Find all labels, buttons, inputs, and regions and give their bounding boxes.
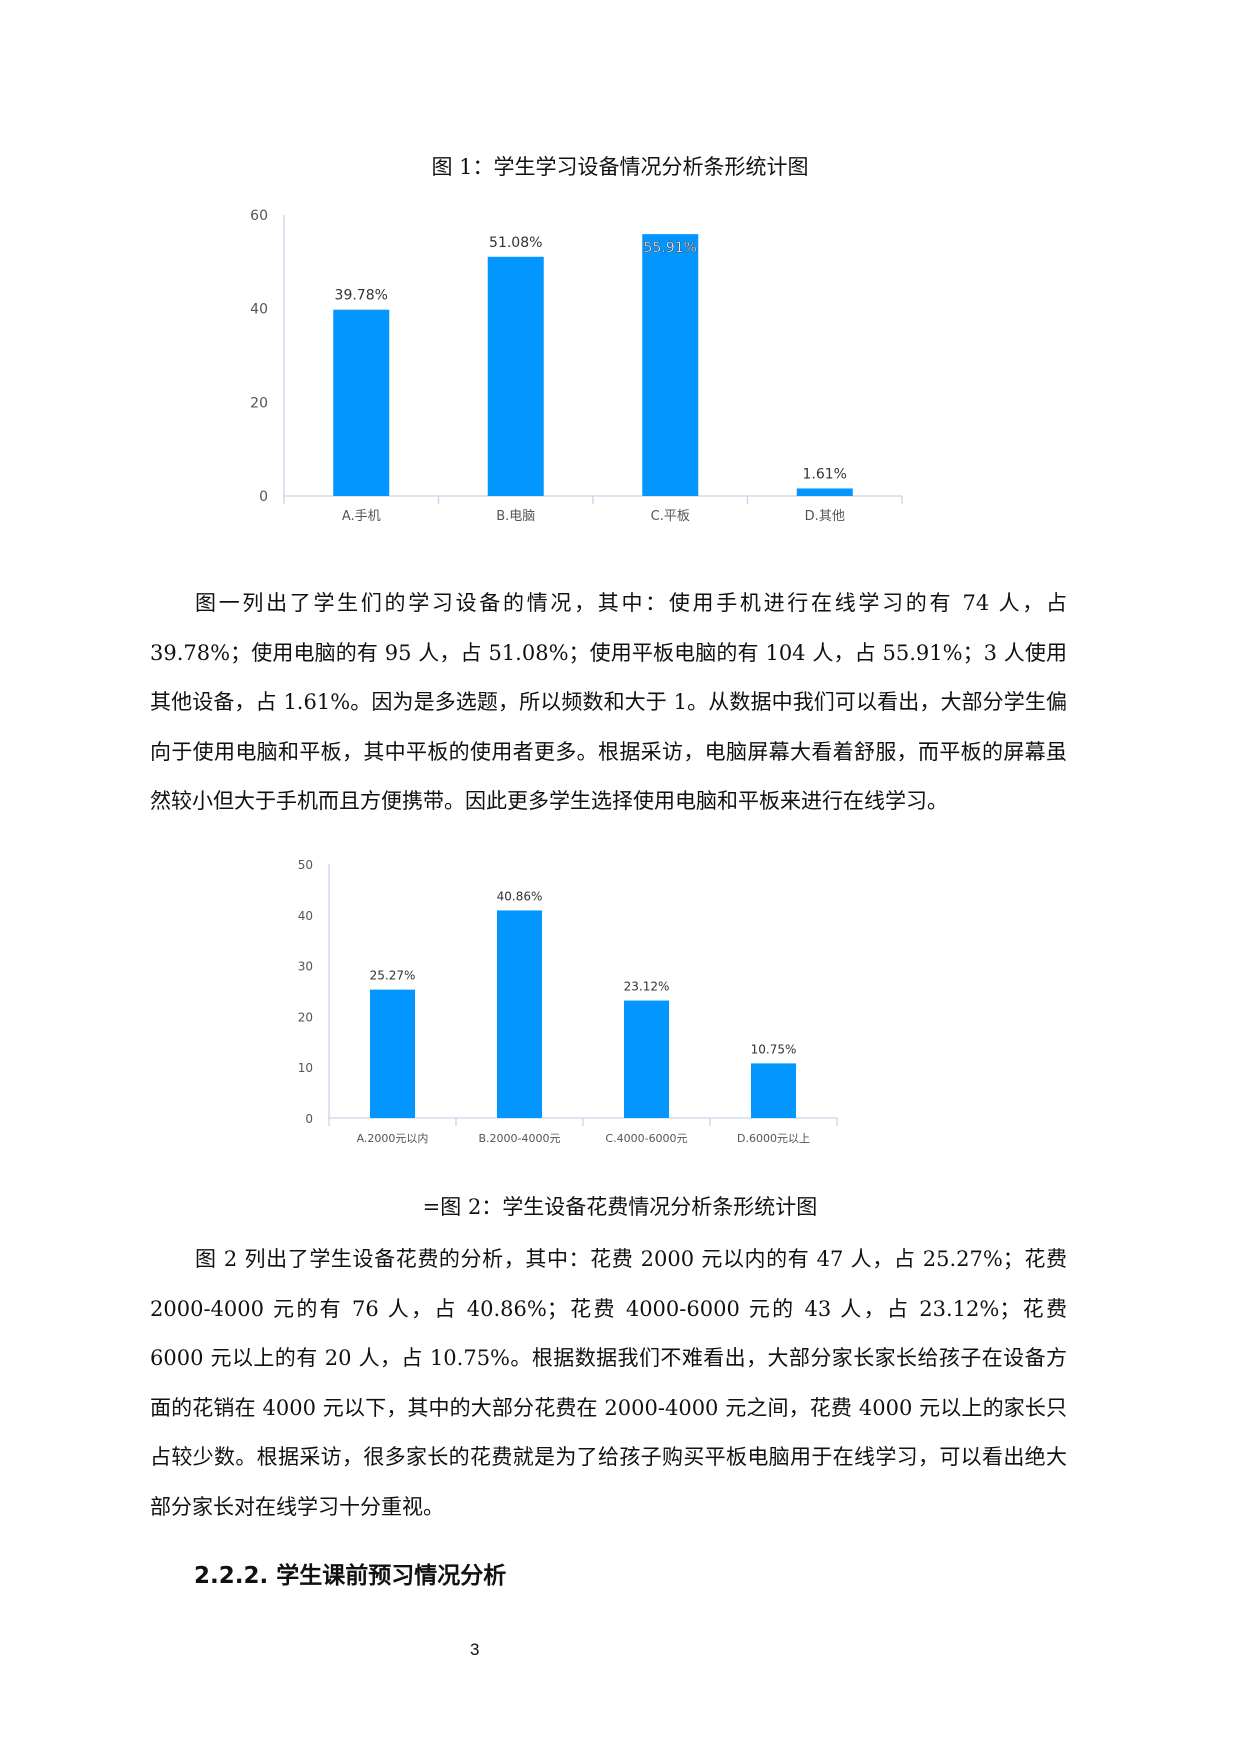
bar xyxy=(487,256,544,496)
bar xyxy=(796,488,853,496)
section-heading: 2.2.2. 学生课前预习情况分析 xyxy=(194,1563,507,1589)
data-label: 10.75% xyxy=(751,1042,797,1056)
figure2-caption: =图 2：学生设备花费情况分析条形统计图 xyxy=(422,1195,818,1219)
x-category-label: A.手机 xyxy=(342,509,381,524)
figure1-title: 图 1：学生学习设备情况分析条形统计图 xyxy=(431,155,809,179)
bar xyxy=(333,309,390,496)
data-label: 1.61% xyxy=(803,466,847,482)
x-category-label: B.电脑 xyxy=(496,509,535,524)
x-category-label: C.平板 xyxy=(651,509,690,524)
x-category-label: D.其他 xyxy=(805,509,845,524)
y-tick-label: 20 xyxy=(298,1010,313,1024)
x-category-label: B.2000-4000元 xyxy=(478,1132,560,1145)
y-tick-label: 20 xyxy=(250,395,268,411)
data-label: 39.78% xyxy=(335,288,388,304)
bar xyxy=(642,234,699,496)
y-tick-label: 0 xyxy=(305,1112,313,1126)
y-tick-label: 0 xyxy=(259,489,268,505)
bar xyxy=(497,910,542,1118)
bar xyxy=(624,1000,669,1118)
data-label: 25.27% xyxy=(370,969,416,983)
y-tick-label: 40 xyxy=(250,302,268,318)
y-tick-label: 40 xyxy=(298,909,313,923)
bar xyxy=(370,989,415,1118)
data-label: 55.91% xyxy=(644,240,697,256)
page-number: 3 xyxy=(470,1640,480,1659)
data-label: 51.08% xyxy=(489,235,542,251)
data-label: 40.86% xyxy=(497,889,543,903)
x-category-label: C.4000-6000元 xyxy=(605,1132,687,1145)
x-category-label: A.2000元以内 xyxy=(357,1131,429,1145)
x-category-label: D.6000元以上 xyxy=(737,1132,810,1145)
y-tick-label: 30 xyxy=(298,960,313,974)
paragraph-2: 图 2 列出了学生设备花费的分析，其中：花费 2000 元以内的有 47 人，占… xyxy=(150,1247,1067,1519)
y-tick-label: 60 xyxy=(250,208,268,224)
data-label: 23.12% xyxy=(624,980,670,994)
bar xyxy=(751,1063,796,1118)
y-tick-label: 10 xyxy=(298,1061,313,1075)
paragraph-1: 图一列出了学生们的学习设备的情况，其中：使用手机进行在线学习的有 74 人，占 … xyxy=(150,591,1067,814)
y-tick-label: 50 xyxy=(298,858,313,872)
